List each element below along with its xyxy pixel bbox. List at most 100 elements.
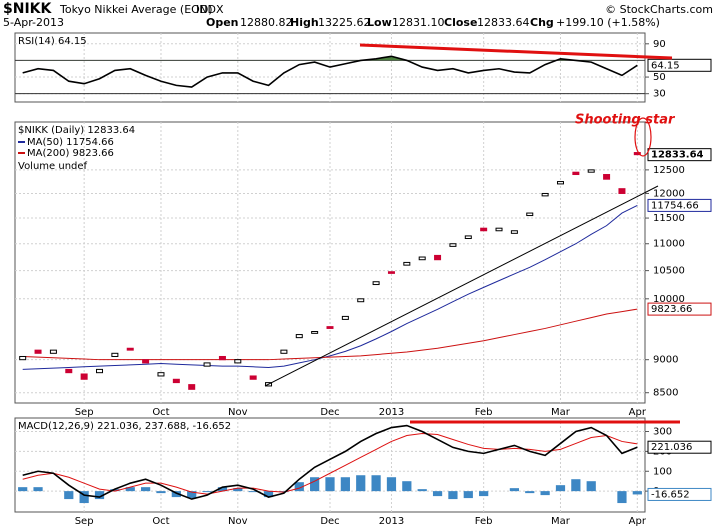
candle (572, 171, 580, 176)
candle (403, 261, 411, 266)
y-tick-label: 12000 (653, 188, 685, 199)
panel-title: RSI(14) 64.15 (18, 36, 87, 47)
candle (172, 378, 180, 384)
x-tick-label: 2013 (379, 516, 404, 527)
low-value: 12831.10 (392, 16, 445, 29)
x-tick-label: Mar (551, 407, 571, 418)
candle (541, 192, 549, 197)
y-tick-label: 10500 (653, 266, 685, 277)
indicator-line (22, 432, 638, 495)
annotation: Shooting star (575, 113, 676, 128)
value-tag-label: 11754.66 (651, 200, 699, 211)
trend-line (264, 185, 659, 387)
candle (203, 362, 211, 367)
histogram-bar (171, 491, 181, 498)
candle (387, 271, 395, 274)
candle (126, 347, 134, 351)
value-tag-label: 64.15 (651, 60, 680, 71)
histogram-bar (371, 475, 381, 492)
x-tick-label: Dec (320, 516, 339, 527)
date: 5-Apr-2013 (3, 16, 64, 29)
histogram-bar (617, 491, 627, 504)
candle (142, 359, 150, 364)
x-tick-label: Oct (152, 516, 169, 527)
candle (480, 227, 488, 232)
candle (341, 315, 349, 320)
histogram-bar (417, 489, 427, 492)
histogram-bar (156, 491, 166, 494)
index-name: Tokyo Nikkei Average (EOD) (59, 3, 213, 16)
value-tag-label: 9823.66 (651, 304, 692, 315)
x-tick-label: Dec (320, 407, 339, 418)
y-tick-label: 11000 (653, 239, 685, 250)
histogram-bar (263, 491, 274, 498)
annotations: Shooting star (264, 43, 680, 424)
value-tag (647, 302, 712, 316)
histogram-bar (586, 481, 596, 492)
histogram-bar (356, 475, 366, 492)
y-tick-label: 10000 (653, 294, 685, 305)
histogram-bar (525, 491, 535, 494)
legend-entry: MA(50) 11754.66 (27, 137, 114, 148)
panel-title: MACD(12,26,9) 221.036, 237.688, -16.652 (18, 421, 231, 432)
candle (434, 254, 442, 261)
histogram-bar (402, 481, 412, 492)
candle (49, 349, 57, 354)
y-tick-label: 90 (653, 39, 666, 50)
histogram-bar (386, 477, 397, 492)
histogram-bar (125, 487, 135, 492)
y-tick-label: 11500 (653, 213, 685, 224)
value-tag (647, 487, 712, 501)
histogram-bar (509, 488, 519, 492)
high-label: High (290, 16, 319, 29)
y-tick-label: 100 (653, 466, 672, 477)
x-tick-label: Sep (75, 407, 94, 418)
histogram-bar (217, 487, 228, 492)
volume-label: Volume undef (18, 161, 88, 172)
candle (111, 352, 119, 357)
histogram-bar (141, 487, 151, 492)
value-tag-label: 221.036 (651, 442, 692, 453)
candle (311, 330, 319, 334)
open-label: Open (206, 16, 239, 29)
x-tick-label: Oct (152, 407, 169, 418)
candle (633, 152, 641, 156)
histogram-bar (432, 491, 443, 497)
rsi-divergence-line (359, 43, 673, 60)
x-tick-label: 2013 (379, 407, 404, 418)
indicator-line (22, 55, 638, 88)
candle (587, 169, 595, 173)
histogram-bar (325, 477, 335, 492)
histogram-bar (555, 485, 566, 492)
y-tick-label: 50 (653, 72, 666, 83)
ma-line (22, 308, 638, 361)
x-tick-label: Feb (475, 516, 493, 527)
histogram-bar (448, 491, 458, 500)
highlight-ellipse (634, 117, 652, 157)
candle (495, 227, 503, 232)
value-tag (647, 148, 712, 162)
histogram-bar (310, 477, 320, 492)
histogram-bar (632, 491, 642, 495)
open-value: 12880.82 (240, 16, 293, 29)
histogram-bar (33, 487, 43, 492)
candle (34, 349, 42, 354)
candle (510, 230, 518, 234)
x-tick-label: Sep (75, 516, 94, 527)
candle (249, 375, 257, 380)
close-label: Close (444, 16, 477, 29)
y-tick-label: 30 (653, 89, 666, 100)
candle (80, 373, 88, 380)
x-tick-label: Apr (629, 407, 647, 418)
candle (280, 349, 288, 354)
histogram-bar (94, 491, 105, 500)
exchange: INDX (196, 3, 224, 16)
ma-line (22, 204, 638, 370)
candle (326, 326, 334, 329)
candle (218, 355, 226, 361)
candle (418, 256, 426, 261)
low-label: Low (367, 16, 392, 29)
value-tag (647, 440, 712, 454)
legend-entry: MA(200) 9823.66 (27, 148, 114, 159)
